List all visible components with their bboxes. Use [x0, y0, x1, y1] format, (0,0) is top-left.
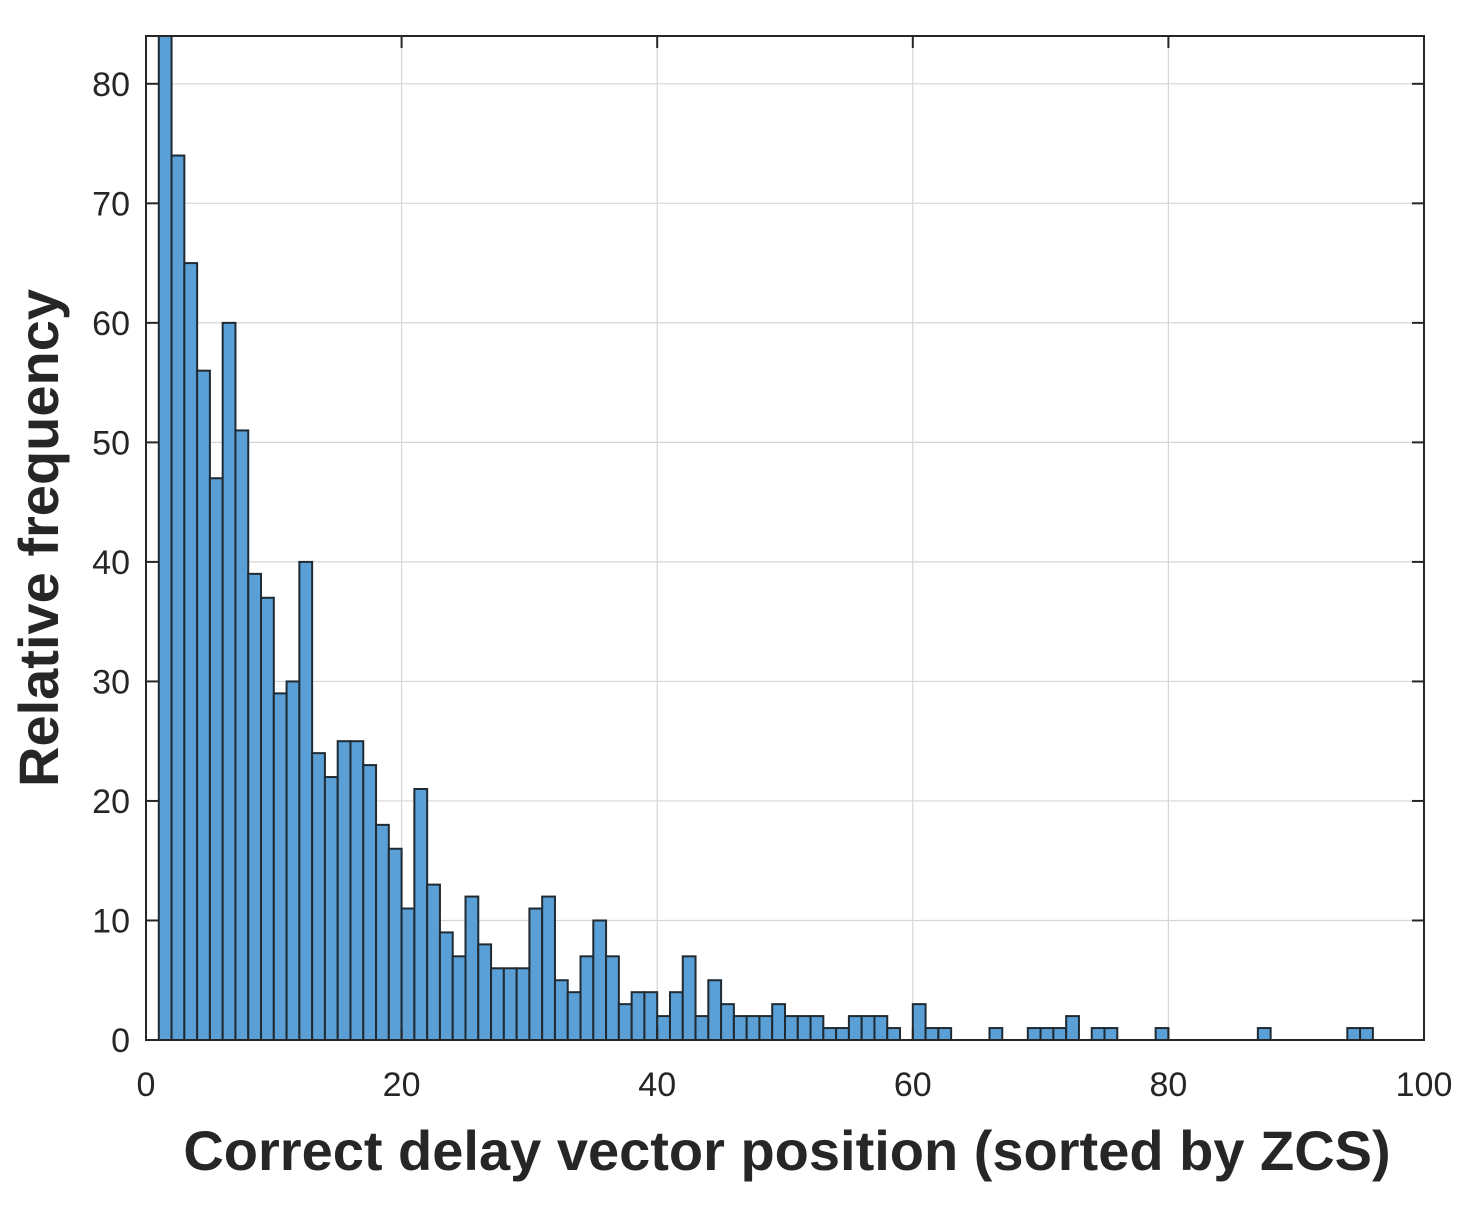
histogram-bar-28 — [502, 967, 518, 1041]
histogram-bar-4 — [196, 369, 211, 1041]
y-tick-label-7: 70 — [92, 185, 130, 223]
histogram-bar-57 — [873, 1015, 889, 1041]
histogram-bar-3 — [183, 262, 199, 1042]
histogram-bar-11 — [285, 680, 301, 1042]
histogram-bar-1 — [157, 35, 173, 1041]
histogram-bar-94 — [1346, 1027, 1362, 1041]
y-tick-label-0: 0 — [111, 1022, 130, 1060]
x-tick-label-2: 40 — [638, 1066, 676, 1104]
histogram-bar-6 — [221, 321, 237, 1042]
y-tick-label-4: 40 — [92, 544, 130, 582]
histogram-bar-66 — [988, 1027, 1004, 1041]
histogram-bar-69 — [1026, 1027, 1042, 1041]
y-tick-label-1: 10 — [92, 902, 130, 940]
histogram-bar-20 — [400, 907, 416, 1041]
histogram-bar-54 — [835, 1027, 850, 1041]
histogram-bar-35 — [592, 919, 608, 1042]
histogram-bar-42 — [681, 955, 697, 1041]
histogram-bar-25 — [464, 895, 480, 1041]
y-tick-labels: 0 10 20 30 40 50 60 70 80 — [92, 66, 130, 1060]
histogram-bar-34 — [579, 955, 595, 1041]
histogram-bar-38 — [630, 991, 646, 1042]
histogram-bar-74 — [1090, 1027, 1106, 1041]
y-tick-label-6: 60 — [92, 305, 130, 343]
x-tick-label-1: 20 — [383, 1066, 421, 1104]
histogram-bar-2 — [170, 154, 186, 1041]
histogram-bar-49 — [771, 1003, 786, 1042]
histogram-bars — [157, 35, 1374, 1042]
histogram-bar-56 — [860, 1015, 876, 1041]
histogram-bar-8 — [247, 572, 263, 1041]
histogram-bar-26 — [477, 943, 493, 1042]
histogram-bar-12 — [298, 560, 314, 1042]
histogram-bar-45 — [720, 1003, 735, 1042]
histogram-bar-70 — [1039, 1027, 1055, 1041]
histogram-bar-39 — [643, 991, 659, 1042]
histogram-bar-18 — [375, 823, 390, 1041]
axes — [145, 35, 1425, 1041]
histogram-bar-24 — [451, 955, 467, 1041]
histogram-bar-22 — [426, 883, 441, 1041]
histogram-bar-16 — [349, 740, 365, 1041]
histogram-bar-15 — [336, 740, 352, 1041]
histogram-bar-47 — [745, 1015, 761, 1041]
histogram-bar-36 — [605, 955, 620, 1041]
x-axis-label: Correct delay vector position (sorted by… — [183, 1119, 1390, 1182]
histogram-bar-40 — [656, 1015, 671, 1041]
histogram-bar-58 — [886, 1027, 902, 1041]
y-tick-label-5: 50 — [92, 424, 130, 462]
histogram-bar-31 — [541, 895, 556, 1041]
x-tick-labels: 0 20 40 60 80 100 — [137, 1066, 1453, 1104]
histogram-bar-50 — [784, 1015, 799, 1041]
histogram-bar-48 — [758, 1015, 774, 1041]
histogram-bar-21 — [413, 788, 429, 1041]
histogram-bar-51 — [796, 1015, 812, 1041]
histogram-bar-75 — [1103, 1027, 1119, 1041]
histogram-bar-13 — [311, 752, 326, 1042]
x-tick-label-0: 0 — [137, 1066, 156, 1104]
y-axis-label: Relative frequency — [7, 289, 70, 787]
histogram-bar-30 — [528, 907, 544, 1041]
histogram-bar-79 — [1154, 1027, 1170, 1041]
x-tick-label-5: 100 — [1396, 1066, 1453, 1104]
histogram-bar-9 — [260, 596, 275, 1041]
histogram-bar-27 — [490, 967, 505, 1041]
histogram-bar-37 — [617, 1003, 633, 1042]
histogram-bar-7 — [234, 429, 250, 1041]
y-tick-label-3: 30 — [92, 663, 130, 701]
histogram-bar-43 — [694, 1015, 710, 1041]
histogram-bar-71 — [1052, 1027, 1068, 1041]
histogram-bar-41 — [668, 991, 684, 1042]
histogram-bar-52 — [809, 1015, 825, 1041]
histogram-bar-46 — [732, 1015, 748, 1041]
histogram-bar-44 — [707, 979, 723, 1042]
x-tick-label-4: 80 — [1149, 1066, 1187, 1104]
histogram-bar-5 — [208, 477, 224, 1041]
histogram-bar-29 — [515, 967, 531, 1041]
y-tick-label-8: 80 — [92, 66, 130, 104]
tick-marks — [145, 36, 1425, 1041]
histogram-bar-55 — [847, 1015, 863, 1041]
histogram-bar-32 — [553, 979, 569, 1042]
histogram-bar-14 — [323, 776, 339, 1041]
histogram-bar-87 — [1256, 1027, 1272, 1041]
histogram-bar-17 — [362, 764, 378, 1041]
histogram-bar-53 — [822, 1027, 838, 1041]
histogram-bar-33 — [566, 991, 582, 1042]
histogram-bar-19 — [387, 847, 403, 1041]
histogram-bar-72 — [1065, 1015, 1080, 1041]
histogram-bar-23 — [438, 931, 454, 1042]
plot-area-frame — [145, 35, 1425, 1041]
x-tick-label-3: 60 — [894, 1066, 932, 1104]
histogram-bar-62 — [937, 1027, 953, 1041]
histogram-bar-95 — [1359, 1027, 1374, 1041]
histogram-bar-61 — [924, 1027, 940, 1041]
histogram-bar-10 — [272, 692, 288, 1042]
histogram-bar-60 — [911, 1003, 927, 1042]
y-tick-label-2: 20 — [92, 783, 130, 821]
